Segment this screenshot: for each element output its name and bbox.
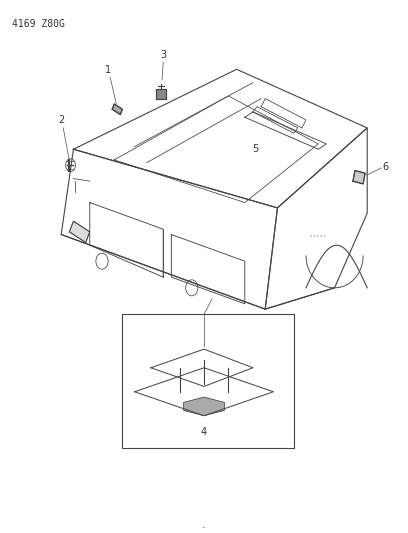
Text: 2: 2 [58, 115, 64, 125]
FancyBboxPatch shape [122, 314, 294, 448]
Polygon shape [69, 221, 90, 243]
Polygon shape [112, 104, 122, 115]
Text: 6: 6 [383, 162, 389, 172]
Text: 3: 3 [160, 50, 166, 60]
Text: 4169 Z80G: 4169 Z80G [12, 19, 65, 29]
Text: 5: 5 [252, 144, 258, 154]
Polygon shape [156, 89, 166, 99]
Text: 4: 4 [201, 427, 207, 437]
Text: * * * * *: * * * * * [310, 235, 326, 239]
Polygon shape [184, 397, 224, 416]
Polygon shape [353, 171, 365, 184]
Text: 1: 1 [105, 64, 111, 75]
Text: .: . [202, 520, 206, 530]
